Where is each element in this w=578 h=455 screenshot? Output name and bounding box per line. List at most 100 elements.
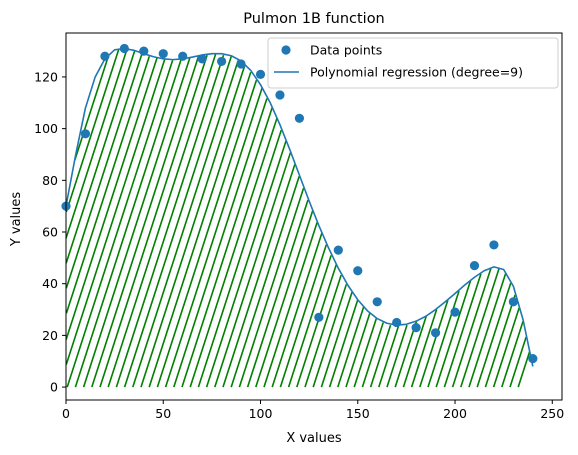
data-point [139,46,149,56]
hatch-stroke [427,290,460,388]
hatch-stroke [148,71,252,388]
data-point [275,90,285,100]
data-point [236,59,246,69]
hatch-stroke [205,140,287,388]
data-point [489,240,499,250]
x-tick-label: 200 [443,406,467,421]
hatch-stroke [156,79,258,388]
data-point [508,297,518,307]
hatch-stroke [65,49,120,213]
x-axis-ticks: 0 50 100 150 200 250 [62,400,564,421]
hatch-stroke [369,324,392,388]
hatch-stroke [66,60,174,388]
hatch-stroke [345,313,371,388]
hatch-stroke [99,54,208,388]
hatch-stroke [361,322,384,388]
hatch-stroke [65,49,128,239]
y-tick-label: 80 [42,173,58,188]
legend: Data points Polynomial regression (degre… [267,37,559,89]
data-point [392,317,402,328]
y-tick-label: 20 [42,328,58,343]
data-point [528,354,538,364]
hatch-stroke [73,56,110,161]
hatch-stroke [181,107,273,388]
hatch-stroke [238,187,305,388]
hatch-stroke [492,307,520,388]
data-point [80,129,91,139]
hatch-stroke [107,53,217,388]
hatch-stroke [123,56,233,388]
y-tick-label: 120 [34,69,58,84]
data-point [158,49,168,59]
hatch-stroke [394,320,418,388]
y-tick-label: 100 [34,121,58,136]
data-point [255,69,266,79]
hatch-stroke [74,58,182,388]
hatch-stroke [263,222,318,388]
hatch-stroke [353,318,378,388]
legend-box [267,37,559,89]
data-point [217,56,227,67]
hatch-stroke [140,65,246,388]
data-point [294,113,305,123]
hatch-stroke [65,58,166,365]
data-point [314,312,324,322]
data-point [119,43,129,54]
hatch-stroke [65,56,151,314]
hatch-stroke [255,210,314,388]
y-axis-label: Y values [9,192,24,248]
hatch-stroke [189,118,278,388]
x-tick-label: 250 [540,406,564,421]
x-tick-label: 100 [249,406,273,421]
data-point [450,307,460,317]
hatch-stroke [304,274,342,388]
hatch-stroke [132,60,239,388]
hatch-stroke [378,324,400,388]
hatch-stroke [451,268,492,388]
hatch-stroke [443,273,482,388]
hatch-stroke [246,199,309,388]
y-axis-ticks: 0 20 40 60 80 100 120 [34,69,66,395]
hatch-stroke [320,291,353,388]
hatch-stroke [197,129,283,388]
hatch-stroke [509,336,527,388]
x-axis-label: X values [286,431,342,446]
hatched-fill-area [65,49,531,388]
hatch-stroke [279,244,328,388]
hatch-stroke [82,57,191,388]
hatch-stroke [65,53,143,289]
data-point [100,51,110,61]
hatch-stroke [312,284,348,388]
data-point [197,54,207,64]
legend-label-regression-line: Polynomial regression (degree=9) [310,65,523,80]
hatch-stroke [91,56,200,388]
data-point [372,297,382,307]
hatch-stroke [287,255,332,388]
hatch-stroke [65,50,136,264]
y-tick-label: 60 [42,225,58,240]
hatch-stroke [115,54,225,388]
hatch-stroke [501,320,524,388]
data-point [411,323,421,333]
hatch-stroke [222,164,296,388]
hatch-stroke [230,176,300,388]
hatch-stroke [173,98,268,388]
hatch-stroke [402,315,428,388]
hatch-stroke [435,280,472,388]
y-tick-label: 40 [42,276,58,291]
hatch-stroke [419,299,449,388]
hatch-stroke [337,306,365,388]
y-tick-label: 0 [50,380,58,395]
x-tick-label: 50 [155,406,171,421]
data-point [430,328,441,338]
hatch-stroke [386,324,408,388]
data-point [469,261,480,271]
hatch-stroke [460,268,500,388]
hatch-stroke [328,299,359,388]
data-point [178,51,188,61]
x-tick-label: 150 [346,406,370,421]
hatch-stroke [410,309,438,388]
chart-title: Pulmon 1B function [243,11,385,27]
legend-marker-data-points [281,45,291,55]
